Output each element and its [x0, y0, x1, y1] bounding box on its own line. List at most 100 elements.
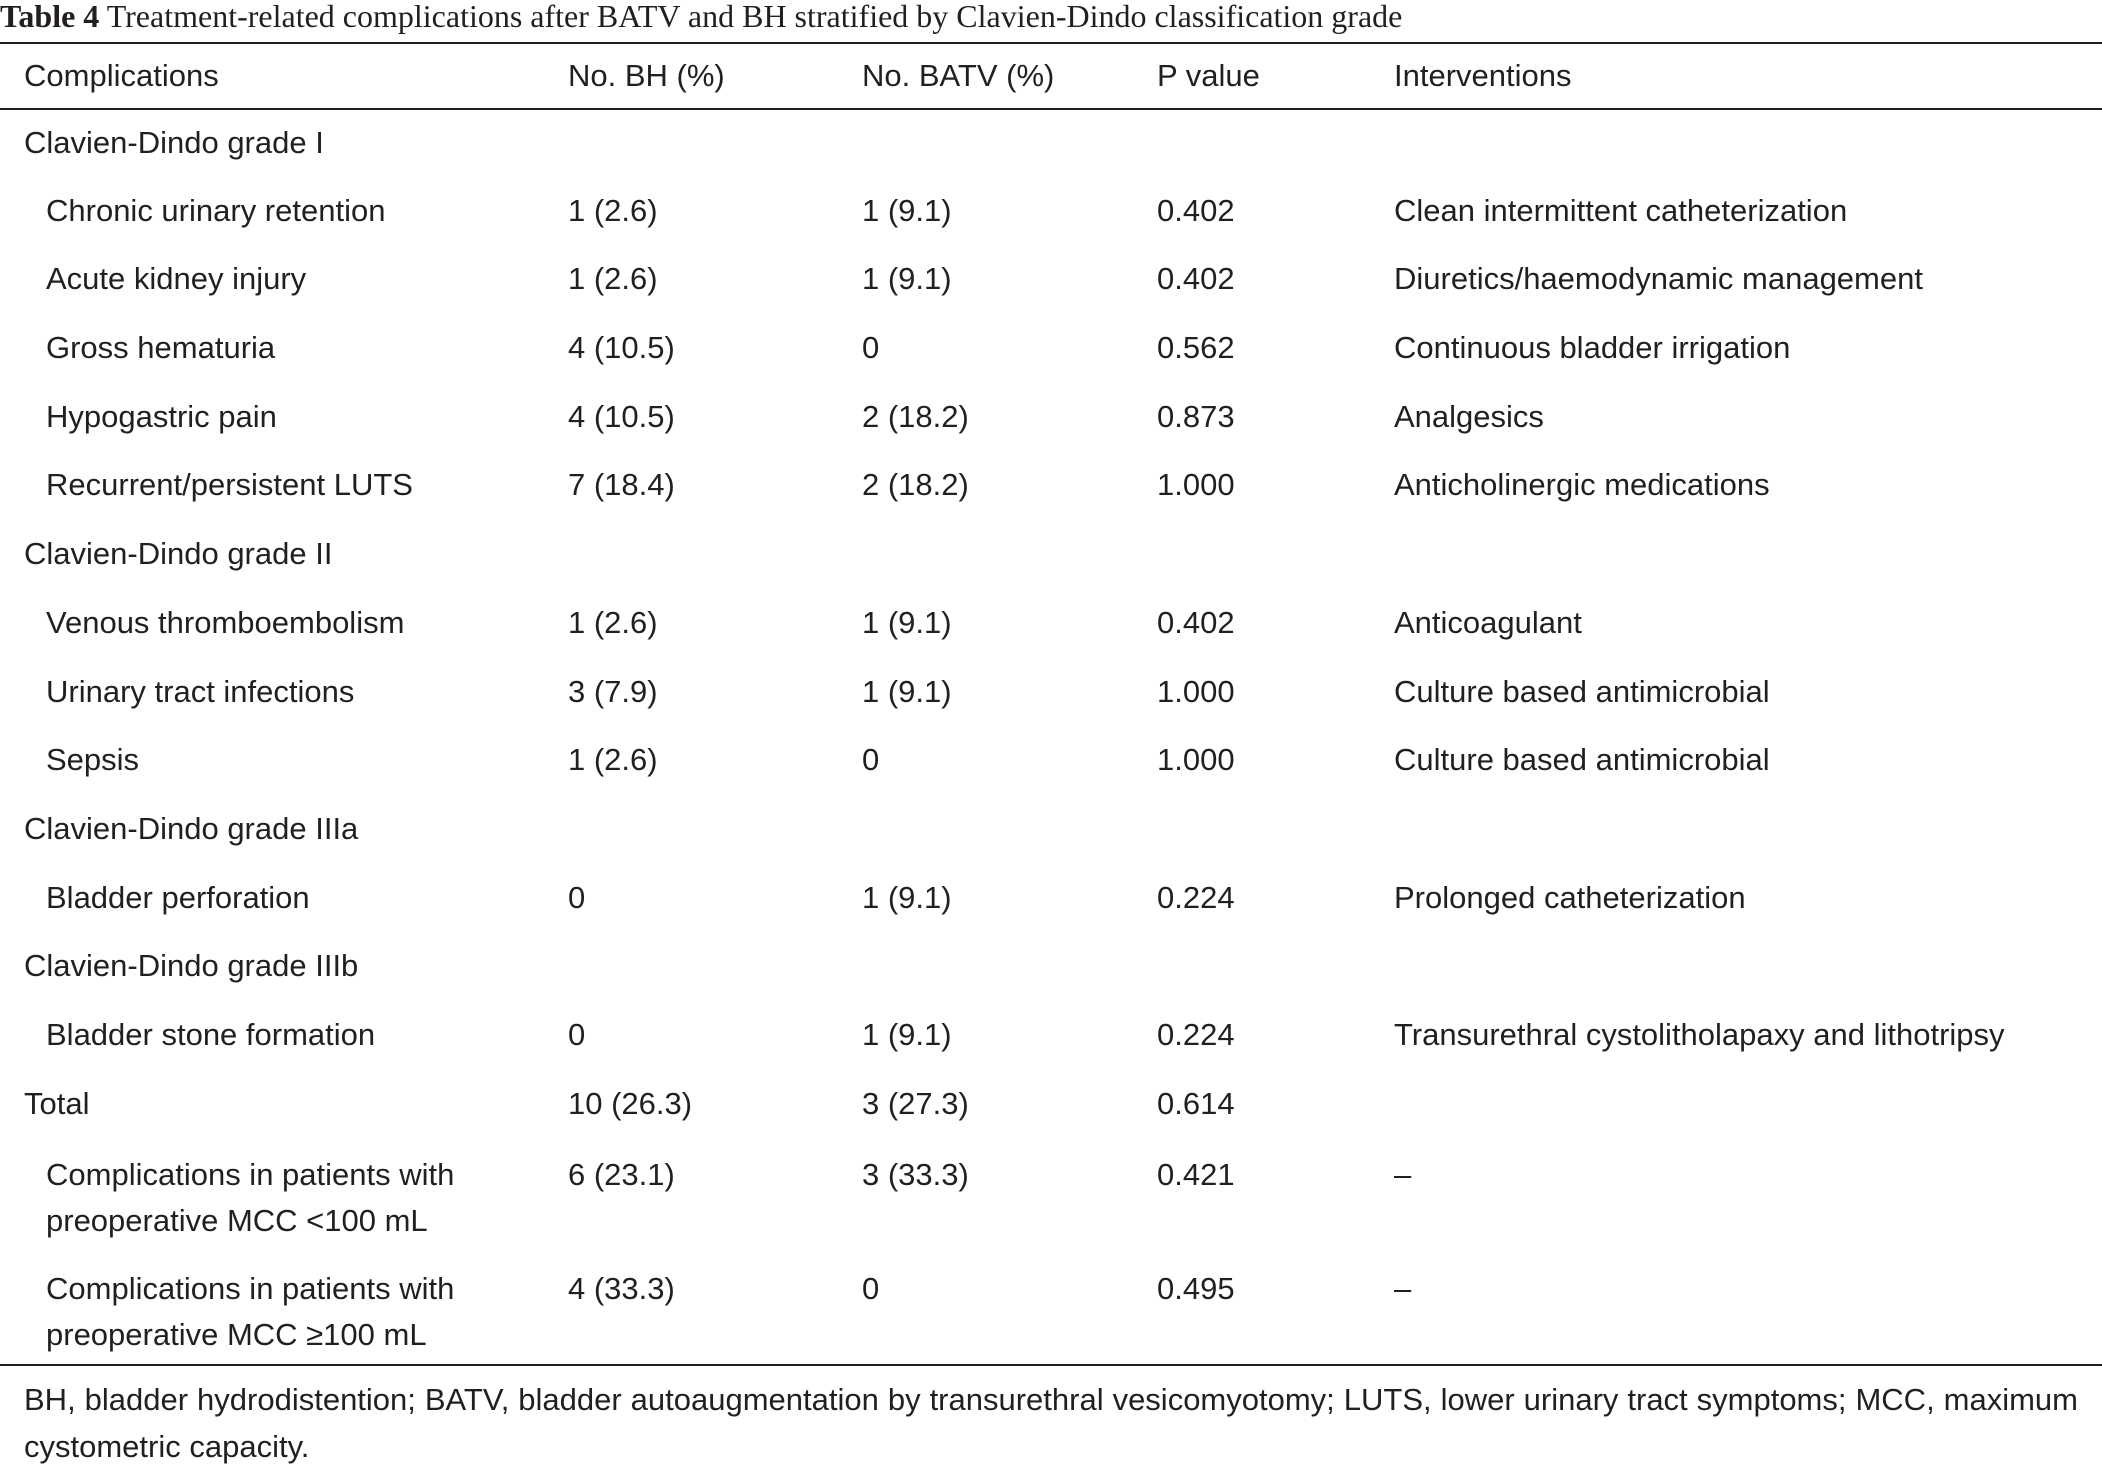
batv-cell: 3 (27.3): [862, 1085, 969, 1121]
group-label: Clavien-Dindo grade IIIb: [24, 948, 359, 984]
intervention-cell: Transurethral cystolitholapaxy and litho…: [1394, 1016, 2005, 1052]
intervention-cell: Culture based antimicrobial: [1394, 673, 1770, 709]
bh-cell: 0: [568, 879, 586, 915]
bh-cell: 1 (2.6): [568, 742, 658, 778]
bh-cell: 7 (18.4): [568, 467, 675, 503]
group-row: Clavien-Dindo grade I: [0, 109, 2102, 178]
table-row: Sepsis 1 (2.6) 0 1.000 Culture based antimic…: [0, 727, 2102, 796]
complication-cell: Acute kidney injury: [46, 261, 307, 297]
table-row: Venous thromboembolism 1 (2.6) 1 (9.1) 0.40…: [0, 590, 2102, 659]
p-value-cell: 1.000: [1157, 673, 1235, 709]
batv-cell: 0: [862, 1271, 880, 1307]
complication-cell: Bladder stone formation: [46, 1016, 376, 1052]
p-value-cell: 0.421: [1157, 1157, 1235, 1193]
table-footnote: BH, bladder hydrodistention; BATV, bladd…: [24, 1382, 2078, 1464]
column-header: Complications: [0, 44, 568, 110]
p-value-cell: 0.224: [1157, 879, 1235, 915]
bh-cell: 4 (33.3): [568, 1271, 675, 1307]
p-value-cell: 1.000: [1157, 467, 1235, 503]
bh-cell: 4 (10.5): [568, 330, 675, 366]
batv-cell: 1 (9.1): [862, 879, 952, 915]
column-header: P value: [1157, 44, 1394, 110]
bh-cell: 0: [568, 1016, 586, 1052]
bh-cell: 6 (23.1): [568, 1157, 675, 1193]
intervention-cell: Culture based antimicrobial: [1394, 742, 1770, 778]
table-body: Clavien-Dindo grade I Chronic urinary ret…: [0, 109, 2102, 1367]
batv-cell: 1 (9.1): [862, 192, 952, 228]
total-row: Total 10 (26.3) 3 (27.3) 0.614: [0, 1071, 2102, 1140]
complication-cell: Venous thromboembolism: [46, 604, 405, 640]
complications-table: Complications No. BH (%) No. BATV (%) P …: [0, 44, 2102, 1367]
bh-cell: 1 (2.6): [568, 192, 658, 228]
table-caption: Table 4 Treatment-related complications …: [0, 0, 1402, 40]
bh-cell: 3 (7.9): [568, 673, 658, 709]
intervention-cell: Diuretics/haemodynamic management: [1394, 261, 1923, 297]
intervention-cell: [1394, 1071, 2102, 1140]
group-label: Clavien-Dindo grade IIIa: [24, 810, 359, 846]
intervention-cell: Prolonged catheterization: [1394, 879, 1746, 915]
complication-cell: Bladder perforation: [46, 879, 310, 915]
p-value-cell: 0.402: [1157, 192, 1235, 228]
table-row: Complications in patients with preoperati…: [0, 1139, 2102, 1253]
intervention-cell: Anticholinergic medications: [1394, 467, 1770, 503]
bh-cell: 1 (2.6): [568, 261, 658, 297]
intervention-cell: Analgesics: [1394, 398, 1544, 434]
group-label: Clavien-Dindo grade I: [24, 125, 324, 160]
group-row: Clavien-Dindo grade II: [0, 521, 2102, 590]
complication-cell: Hypogastric pain: [46, 398, 277, 434]
table-row: Hypogastric pain 4 (10.5) 2 (18.2) 0.873 Ana…: [0, 384, 2102, 453]
p-value-cell: 0.224: [1157, 1016, 1235, 1052]
p-value-cell: 0.402: [1157, 604, 1235, 640]
batv-cell: 3 (33.3): [862, 1157, 969, 1193]
column-header: No. BATV (%): [862, 44, 1157, 110]
p-value-cell: 0.562: [1157, 330, 1235, 366]
intervention-cell: –: [1394, 1157, 1412, 1193]
complication-line: preoperative MCC <100 mL: [46, 1203, 428, 1239]
intervention-cell: Clean intermittent catheterization: [1394, 192, 1848, 228]
batv-cell: 2 (18.2): [862, 467, 969, 503]
column-header: No. BH (%): [568, 44, 862, 110]
batv-cell: 0: [862, 742, 880, 778]
group-label: Clavien-Dindo grade II: [24, 536, 333, 572]
batv-cell: 2 (18.2): [862, 398, 969, 434]
p-value-cell: 0.873: [1157, 398, 1235, 434]
group-row: Clavien-Dindo grade IIIb: [0, 933, 2102, 1002]
table-title: Treatment-related complications after BA…: [106, 0, 1403, 34]
complication-cell: Recurrent/persistent LUTS: [46, 467, 413, 503]
intervention-cell: Continuous bladder irrigation: [1394, 330, 1791, 366]
batv-cell: 1 (9.1): [862, 673, 952, 709]
table-header-row: Complications No. BH (%) No. BATV (%) P …: [0, 44, 2102, 110]
complication-line: preoperative MCC ≥100 mL: [46, 1317, 427, 1353]
p-value-cell: 0.402: [1157, 261, 1235, 297]
complication-cell: Complications in patients with preoperati…: [0, 1253, 568, 1367]
complication-cell: Chronic urinary retention: [46, 192, 386, 228]
complication-line: Complications in patients with: [46, 1157, 455, 1193]
p-value-cell: 0.614: [1157, 1085, 1235, 1121]
batv-cell: 0: [862, 330, 880, 366]
group-row: Clavien-Dindo grade IIIa: [0, 796, 2102, 865]
complication-cell: Complications in patients with preoperati…: [0, 1139, 568, 1253]
table-number: Table 4: [0, 0, 100, 34]
table-row: Bladder stone formation 0 1 (9.1) 0.224 Tran…: [0, 1002, 2102, 1071]
column-header: Interventions: [1394, 44, 2102, 110]
intervention-cell: –: [1394, 1271, 1412, 1307]
table-row: Urinary tract infections 3 (7.9) 1 (9.1) 1.…: [0, 659, 2102, 728]
p-value-cell: 1.000: [1157, 742, 1235, 778]
batv-cell: 1 (9.1): [862, 261, 952, 297]
complication-cell: Total: [24, 1085, 90, 1121]
batv-cell: 1 (9.1): [862, 604, 952, 640]
table-row: Gross hematuria 4 (10.5) 0 0.562 Continuous …: [0, 315, 2102, 384]
table-row: Recurrent/persistent LUTS 7 (18.4) 2 (18.2…: [0, 452, 2102, 521]
bottom-rule: [0, 1364, 2102, 1366]
bh-cell: 1 (2.6): [568, 604, 658, 640]
table-row: Acute kidney injury 1 (2.6) 1 (9.1) 0.402 Di…: [0, 246, 2102, 315]
p-value-cell: 0.495: [1157, 1271, 1235, 1307]
batv-cell: 1 (9.1): [862, 1016, 952, 1052]
bh-cell: 10 (26.3): [568, 1085, 693, 1121]
complication-cell: Sepsis: [46, 742, 140, 778]
complication-cell: Urinary tract infections: [46, 673, 355, 709]
complication-cell: Gross hematuria: [46, 330, 276, 366]
complication-line: Complications in patients with: [46, 1271, 455, 1307]
table-row: Bladder perforation 0 1 (9.1) 0.224 Prolonge…: [0, 865, 2102, 934]
top-rule: [0, 42, 2102, 44]
